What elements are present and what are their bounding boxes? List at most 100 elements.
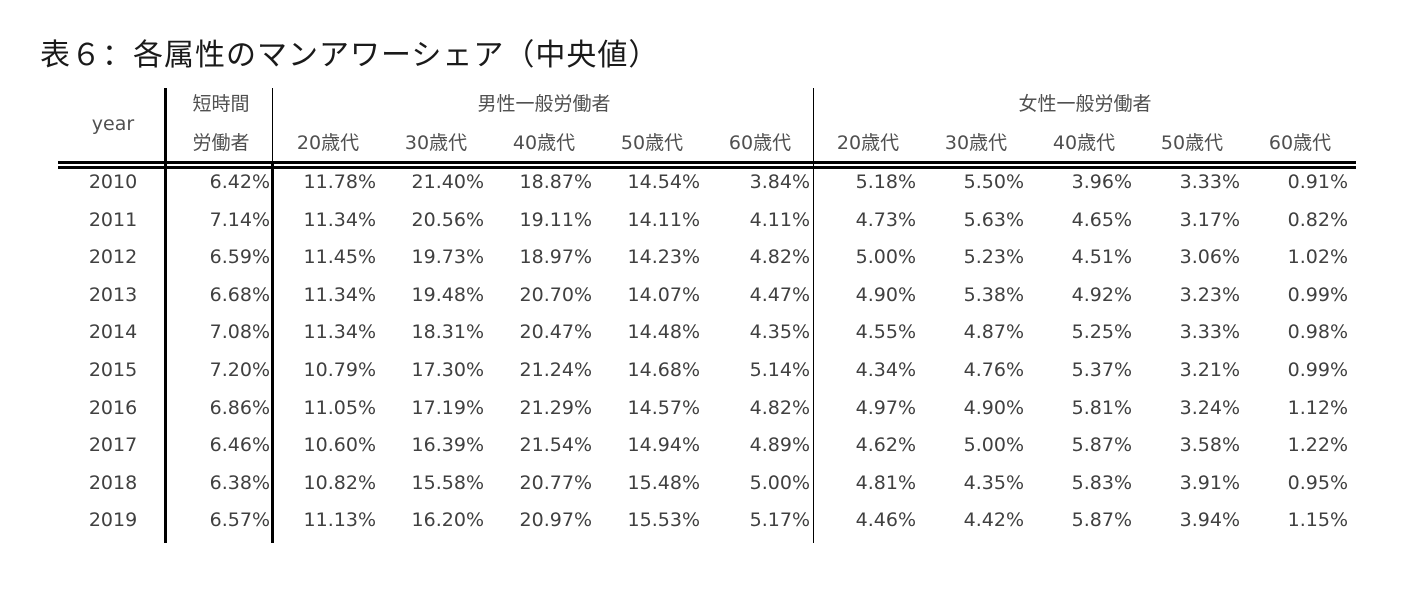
cell-male: 14.48% (627, 321, 700, 344)
cell-short-time: 7.14% (209, 208, 270, 231)
cell-female: 3.58% (1179, 434, 1240, 457)
cell-female: 5.18% (855, 171, 916, 193)
header-rule-bottom (58, 166, 1356, 169)
cell-female: 1.15% (1287, 509, 1348, 532)
cell-female: 5.00% (855, 246, 916, 269)
cell-female: 3.96% (1071, 171, 1132, 193)
cell-short-time: 6.57% (209, 509, 270, 532)
cell-year: 2010 (88, 171, 138, 193)
cell-male: 11.05% (303, 396, 376, 419)
cell-male: 10.79% (303, 359, 376, 381)
cell-female: 4.42% (963, 509, 1024, 532)
divider-short-time (272, 88, 273, 162)
header-male-30s: 30歳代 (404, 132, 468, 154)
cell-male: 20.97% (519, 509, 592, 532)
cell-female: 4.51% (1071, 246, 1132, 269)
cell-female: 5.87% (1071, 434, 1132, 457)
cell-male: 19.11% (519, 208, 592, 231)
cell-female: 0.99% (1287, 283, 1348, 306)
cell-short-time: 6.42% (209, 171, 270, 193)
cell-male: 18.87% (519, 171, 592, 193)
cell-male: 20.56% (411, 208, 484, 231)
cell-male: 4.82% (749, 396, 810, 419)
header-male-60s: 60歳代 (728, 132, 792, 154)
cell-female: 5.23% (963, 246, 1024, 269)
cell-female: 5.81% (1071, 396, 1132, 419)
cell-female: 4.35% (963, 471, 1024, 494)
cell-female: 4.92% (1071, 283, 1132, 306)
cell-male: 4.47% (749, 283, 810, 306)
cell-female: 1.22% (1287, 434, 1348, 457)
cell-male: 21.24% (519, 359, 592, 381)
header-male-50s: 50歳代 (620, 132, 684, 154)
cell-male: 11.78% (303, 171, 376, 193)
cell-female: 3.24% (1179, 396, 1240, 419)
cell-female: 0.82% (1287, 208, 1348, 231)
cell-short-time: 6.59% (209, 246, 270, 269)
cell-male: 5.14% (749, 359, 810, 381)
cell-female: 0.99% (1287, 359, 1348, 381)
cell-male: 4.82% (749, 246, 810, 269)
header-female-30s: 30歳代 (944, 132, 1008, 154)
cell-male: 11.34% (303, 283, 376, 306)
cell-female: 3.06% (1179, 246, 1240, 269)
cell-male: 11.34% (303, 208, 376, 231)
cell-female: 1.12% (1287, 396, 1348, 419)
cell-male: 14.54% (627, 171, 700, 193)
cell-male: 21.40% (411, 171, 484, 193)
cell-female: 4.55% (855, 321, 916, 344)
cell-male: 11.13% (303, 509, 376, 532)
cell-male: 15.48% (627, 471, 700, 494)
cell-male: 19.48% (411, 283, 484, 306)
cell-male: 17.30% (411, 359, 484, 381)
table-title: 表６：各属性のマンアワーシェア（中央値） (40, 38, 660, 73)
cell-female: 5.83% (1071, 471, 1132, 494)
cell-female: 4.46% (855, 509, 916, 532)
cell-male: 17.19% (411, 396, 484, 419)
cell-male: 21.29% (519, 396, 592, 419)
cell-female: 4.81% (855, 471, 916, 494)
cell-male: 10.82% (303, 471, 376, 494)
cell-short-time: 6.38% (209, 471, 270, 494)
cell-year: 2016 (88, 396, 138, 419)
cell-year: 2012 (88, 246, 138, 269)
cell-female: 5.63% (963, 208, 1024, 231)
cell-female: 4.90% (855, 283, 916, 306)
cell-male: 3.84% (749, 171, 810, 193)
cell-male: 14.94% (627, 434, 700, 457)
cell-male: 4.89% (749, 434, 810, 457)
cell-female: 3.94% (1179, 509, 1240, 532)
cell-male: 20.70% (519, 283, 592, 306)
cell-male: 19.73% (411, 246, 484, 269)
cell-female: 4.97% (855, 396, 916, 419)
cell-female: 5.25% (1071, 321, 1132, 344)
cell-female: 3.91% (1179, 471, 1240, 494)
cell-male: 14.68% (627, 359, 700, 381)
cell-female: 4.62% (855, 434, 916, 457)
cell-male: 14.23% (627, 246, 700, 269)
cell-female: 5.37% (1071, 359, 1132, 381)
cell-short-time: 7.20% (209, 359, 270, 381)
cell-male: 16.39% (411, 434, 484, 457)
cell-male: 14.07% (627, 283, 700, 306)
cell-female: 0.95% (1287, 471, 1348, 494)
cell-male: 5.17% (749, 509, 810, 532)
header-female-20s: 20歳代 (836, 132, 900, 154)
cell-male: 15.53% (627, 509, 700, 532)
cell-female: 4.65% (1071, 208, 1132, 231)
cell-male: 16.20% (411, 509, 484, 532)
cell-female: 3.33% (1179, 321, 1240, 344)
cell-male: 4.11% (749, 208, 810, 231)
divider-male-female (813, 88, 814, 543)
cell-short-time: 6.46% (209, 434, 270, 457)
cell-year: 2015 (88, 359, 138, 381)
cell-male: 18.31% (411, 321, 484, 344)
cell-year: 2018 (88, 471, 138, 494)
header-male-40s: 40歳代 (512, 132, 576, 154)
cell-female: 4.73% (855, 208, 916, 231)
cell-male: 21.54% (519, 434, 592, 457)
header-female-group: 女性一般労働者 (1018, 93, 1152, 115)
cell-female: 3.23% (1179, 283, 1240, 306)
cell-female: 4.76% (963, 359, 1024, 381)
cell-year: 2011 (88, 208, 138, 231)
